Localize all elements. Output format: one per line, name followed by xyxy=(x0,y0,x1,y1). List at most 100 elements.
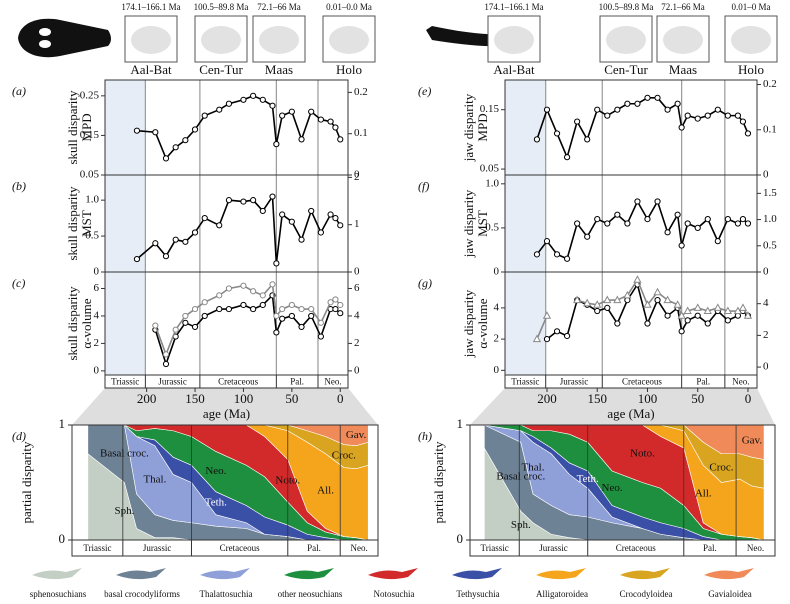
y-tick-label: 0.5 xyxy=(85,230,99,242)
legend-icon xyxy=(704,568,754,580)
y-axis-label: α-volume xyxy=(475,298,490,348)
point xyxy=(553,251,561,258)
point xyxy=(724,215,731,223)
x-tick-label: 100 xyxy=(234,391,254,406)
point xyxy=(693,303,702,311)
legend-label: other neosuchians xyxy=(278,589,343,599)
plot-bg xyxy=(505,175,757,272)
point xyxy=(584,136,591,143)
y-axis-label: jaw disparity xyxy=(461,289,476,358)
point xyxy=(191,323,199,331)
point xyxy=(279,315,286,322)
point xyxy=(533,251,541,258)
inset-range: 174.1–166.1 Ma xyxy=(121,2,180,12)
point xyxy=(594,106,601,113)
point xyxy=(674,100,681,107)
point xyxy=(172,144,179,151)
point xyxy=(704,320,711,327)
period-label: Triassic xyxy=(83,543,111,553)
point xyxy=(694,224,701,232)
point xyxy=(269,193,276,200)
inset-range: 174.1–166.1 Ma xyxy=(484,2,543,12)
y-tick-label: 6 xyxy=(94,282,100,294)
point xyxy=(259,292,266,299)
point xyxy=(714,238,721,245)
period-label: Pal. xyxy=(307,543,321,553)
point xyxy=(603,295,612,304)
plot-frame xyxy=(469,424,776,557)
point xyxy=(152,240,159,247)
point xyxy=(739,118,747,125)
point xyxy=(162,155,170,162)
panel-label: (h) xyxy=(418,429,432,443)
series-line xyxy=(136,194,341,264)
y2-tick-label: 1 xyxy=(354,218,360,230)
panel-label: (e) xyxy=(418,84,431,98)
point xyxy=(216,222,223,229)
inset-range: 72.1–66 Ma xyxy=(661,2,705,12)
period-label: Jurassic xyxy=(560,377,589,387)
area-label: Basal croc. xyxy=(100,447,149,459)
area-label: Thal. xyxy=(143,474,166,486)
point xyxy=(240,198,247,205)
timescale-strip xyxy=(104,374,349,389)
x-tick-label: 50 xyxy=(691,391,704,406)
x-tick-label: 0 xyxy=(745,391,752,406)
projection xyxy=(72,388,378,425)
triassic-shade xyxy=(105,175,146,272)
period-label: Pal. xyxy=(703,543,717,553)
point xyxy=(744,220,752,227)
point xyxy=(250,197,257,204)
point xyxy=(225,305,233,313)
point xyxy=(684,317,691,324)
y-axis-label: jaw disparity xyxy=(461,93,476,162)
period-label: Cretaceous xyxy=(622,377,662,387)
y2-tick-label: 2 xyxy=(354,337,360,349)
morphospace-cloud xyxy=(663,26,703,54)
point xyxy=(594,307,601,315)
point xyxy=(684,220,691,227)
inset-stage: Cen-Tur xyxy=(199,62,243,77)
y2-tick-label: 1.0 xyxy=(763,213,777,225)
y-axis-label: skull disparity xyxy=(65,186,80,261)
x-tick-label: 100 xyxy=(638,391,658,406)
triassic-shade xyxy=(505,175,546,272)
point xyxy=(317,319,324,326)
point xyxy=(317,116,324,123)
point xyxy=(273,260,280,267)
legend-icon xyxy=(116,568,166,580)
point xyxy=(678,124,685,131)
point xyxy=(643,300,652,308)
triassic-shade xyxy=(505,272,546,375)
inset-range: 100.5–89.8 Ma xyxy=(599,2,654,12)
point xyxy=(633,275,642,283)
y-axis-label: jaw disparity xyxy=(461,189,476,258)
y2-tick-label: 4 xyxy=(763,297,769,309)
point xyxy=(279,305,286,313)
panel-label: (d) xyxy=(12,429,26,443)
period-label: Jurassic xyxy=(143,543,172,553)
y2-tick-label: 0 xyxy=(354,364,360,376)
point xyxy=(162,360,170,368)
y2-tick-label: 2 xyxy=(354,171,360,183)
legend-label: sphenosuchians xyxy=(30,589,87,599)
point xyxy=(694,115,701,122)
point xyxy=(654,296,661,304)
point xyxy=(288,301,295,309)
x-tick-label: 150 xyxy=(587,391,607,406)
y-tick-label: 0 xyxy=(494,364,500,376)
point xyxy=(250,288,257,295)
point xyxy=(259,96,266,103)
point xyxy=(713,303,722,311)
area-label: Croc. xyxy=(332,450,356,462)
y2-tick-label: 0 xyxy=(354,266,360,278)
area-label: Croc. xyxy=(709,462,733,474)
legend-icon xyxy=(32,568,82,580)
y-tick-label: 1 xyxy=(59,416,66,431)
y2-tick-label: 4 xyxy=(354,309,360,321)
y-tick-label: 2 xyxy=(94,337,100,349)
legend-label: Gavialoidea xyxy=(708,589,751,599)
point xyxy=(678,328,685,335)
point xyxy=(172,326,179,333)
point xyxy=(240,301,247,309)
